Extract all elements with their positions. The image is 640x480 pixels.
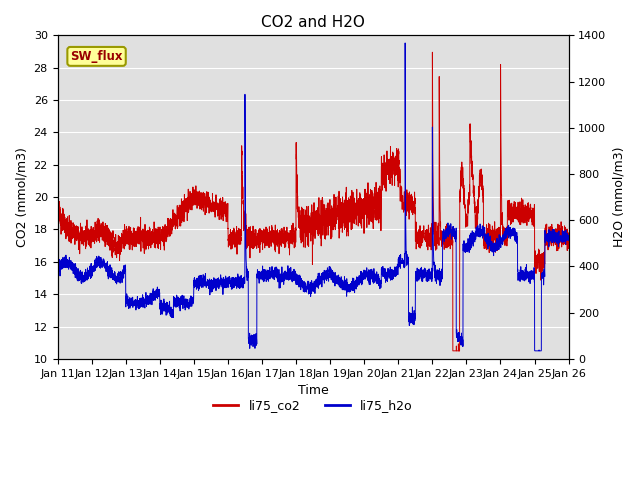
Y-axis label: CO2 (mmol/m3): CO2 (mmol/m3) <box>15 147 28 247</box>
Y-axis label: H2O (mmol/m3): H2O (mmol/m3) <box>612 147 625 247</box>
X-axis label: Time: Time <box>298 384 328 397</box>
Legend: li75_co2, li75_h2o: li75_co2, li75_h2o <box>209 395 418 418</box>
Title: CO2 and H2O: CO2 and H2O <box>261 15 365 30</box>
Text: SW_flux: SW_flux <box>70 50 123 63</box>
